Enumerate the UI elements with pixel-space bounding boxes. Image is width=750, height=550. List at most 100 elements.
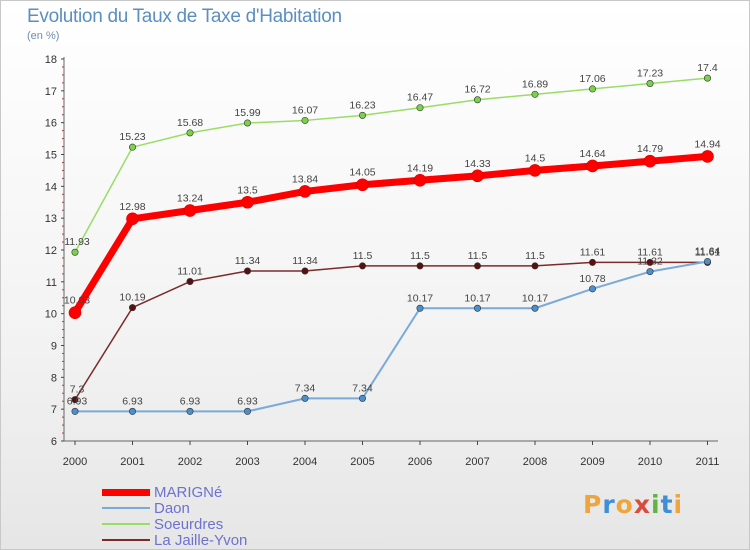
data-label: 6.93 bbox=[67, 395, 88, 407]
x-tick-label: 2011 bbox=[696, 456, 720, 468]
data-label: 16.07 bbox=[292, 104, 318, 116]
data-label: 16.47 bbox=[407, 92, 433, 104]
legend-swatch bbox=[102, 539, 150, 541]
data-point bbox=[356, 178, 369, 192]
series-line bbox=[71, 152, 711, 317]
data-label: 11.34 bbox=[292, 255, 318, 267]
x-tick-label: 2002 bbox=[178, 456, 202, 468]
data-label: 14.5 bbox=[525, 152, 546, 164]
y-tick-label: 12 bbox=[45, 245, 57, 257]
data-point bbox=[71, 248, 79, 256]
y-tick-label: 9 bbox=[51, 341, 57, 353]
y-unit-label: (en %) bbox=[27, 30, 60, 42]
data-label: 16.89 bbox=[522, 78, 548, 90]
data-point bbox=[588, 85, 596, 93]
x-tick-label: 2006 bbox=[408, 456, 432, 468]
y-tick-label: 10 bbox=[45, 309, 57, 321]
legend-swatch bbox=[102, 488, 150, 496]
data-point bbox=[531, 304, 539, 312]
x-tick-label: 2000 bbox=[63, 456, 87, 468]
data-label: 11.34 bbox=[235, 255, 261, 267]
data-label: 11.5 bbox=[410, 250, 430, 262]
data-point bbox=[701, 150, 714, 163]
data-point bbox=[71, 396, 79, 404]
x-tick-label: 2009 bbox=[580, 456, 604, 468]
data-label: 15.68 bbox=[177, 117, 203, 129]
y-tick-label: 6 bbox=[51, 436, 57, 448]
legend-swatch bbox=[102, 523, 150, 525]
data-label: 15.99 bbox=[234, 107, 260, 119]
y-tick-label: 7 bbox=[51, 404, 57, 416]
data-label: 7.3 bbox=[70, 384, 85, 396]
data-point bbox=[244, 119, 252, 127]
data-point bbox=[298, 185, 312, 198]
y-tick-label: 11 bbox=[46, 277, 57, 289]
data-label: 11.61 bbox=[637, 246, 663, 258]
x-tick-label: 2007 bbox=[465, 456, 489, 468]
data-point bbox=[416, 104, 424, 112]
series-line bbox=[74, 260, 709, 413]
x-tick-label: 2005 bbox=[350, 456, 374, 468]
data-label: 11.61 bbox=[695, 246, 721, 258]
x-tick-label: 2008 bbox=[523, 456, 547, 468]
logo-letter: i bbox=[651, 490, 661, 519]
data-label: 6.93 bbox=[180, 395, 201, 407]
data-point bbox=[416, 262, 424, 270]
data-label: 11.93 bbox=[64, 236, 90, 248]
chart-title: Evolution du Taux de Taxe d'Habitation bbox=[27, 6, 342, 27]
data-point bbox=[68, 306, 82, 320]
data-label: 14.19 bbox=[407, 162, 433, 174]
legend-label: La Jaille-Yvon bbox=[154, 531, 248, 549]
data-label: 6.93 bbox=[237, 395, 258, 407]
data-point bbox=[358, 262, 366, 270]
legend-swatch bbox=[102, 507, 150, 509]
data-point bbox=[244, 267, 252, 275]
data-point bbox=[129, 407, 137, 415]
data-point bbox=[129, 143, 137, 151]
data-point bbox=[531, 262, 539, 270]
data-point bbox=[183, 204, 197, 217]
data-label: 11.5 bbox=[525, 250, 545, 262]
data-point bbox=[646, 258, 654, 266]
data-point bbox=[301, 394, 309, 402]
data-point bbox=[471, 169, 484, 183]
series-line bbox=[74, 261, 709, 401]
data-point bbox=[703, 257, 711, 265]
y-tick-label: 16 bbox=[45, 118, 57, 130]
data-label: 11.32 bbox=[637, 256, 663, 268]
data-label: 17.4 bbox=[697, 62, 718, 74]
data-label: 13.84 bbox=[292, 173, 318, 185]
logo-letter: i bbox=[673, 490, 684, 519]
x-tick-label: 2004 bbox=[293, 456, 317, 468]
data-point bbox=[473, 96, 481, 104]
data-label: 17.06 bbox=[579, 73, 605, 85]
data-label: 13.24 bbox=[177, 193, 203, 205]
legend-item: MARIGNé bbox=[102, 483, 223, 501]
logo-letter: t bbox=[660, 490, 674, 519]
data-point bbox=[129, 304, 137, 312]
data-label: 10.17 bbox=[407, 292, 433, 304]
logo-letter: x bbox=[633, 490, 651, 519]
data-point bbox=[588, 285, 596, 293]
data-label: 11.61 bbox=[580, 246, 606, 258]
data-point bbox=[531, 90, 539, 98]
data-point bbox=[646, 268, 654, 276]
data-label: 11.01 bbox=[177, 266, 203, 278]
data-label: 10.17 bbox=[522, 292, 548, 304]
data-point bbox=[358, 394, 366, 402]
data-point bbox=[301, 116, 309, 124]
y-tick-label: 14 bbox=[45, 181, 57, 193]
legend-label: MARIGNé bbox=[154, 483, 223, 501]
y-tick-label: 17 bbox=[45, 86, 57, 98]
data-label: 14.94 bbox=[694, 138, 720, 150]
data-label: 16.72 bbox=[464, 84, 490, 96]
data-label: 13.5 bbox=[237, 184, 258, 196]
data-label: 14.64 bbox=[579, 148, 605, 160]
data-label: 14.33 bbox=[464, 158, 490, 170]
data-point bbox=[703, 74, 711, 82]
data-point bbox=[586, 159, 599, 173]
y-tick-label: 18 bbox=[45, 54, 57, 66]
data-point bbox=[244, 407, 252, 415]
y-tick-label: 13 bbox=[45, 213, 57, 225]
